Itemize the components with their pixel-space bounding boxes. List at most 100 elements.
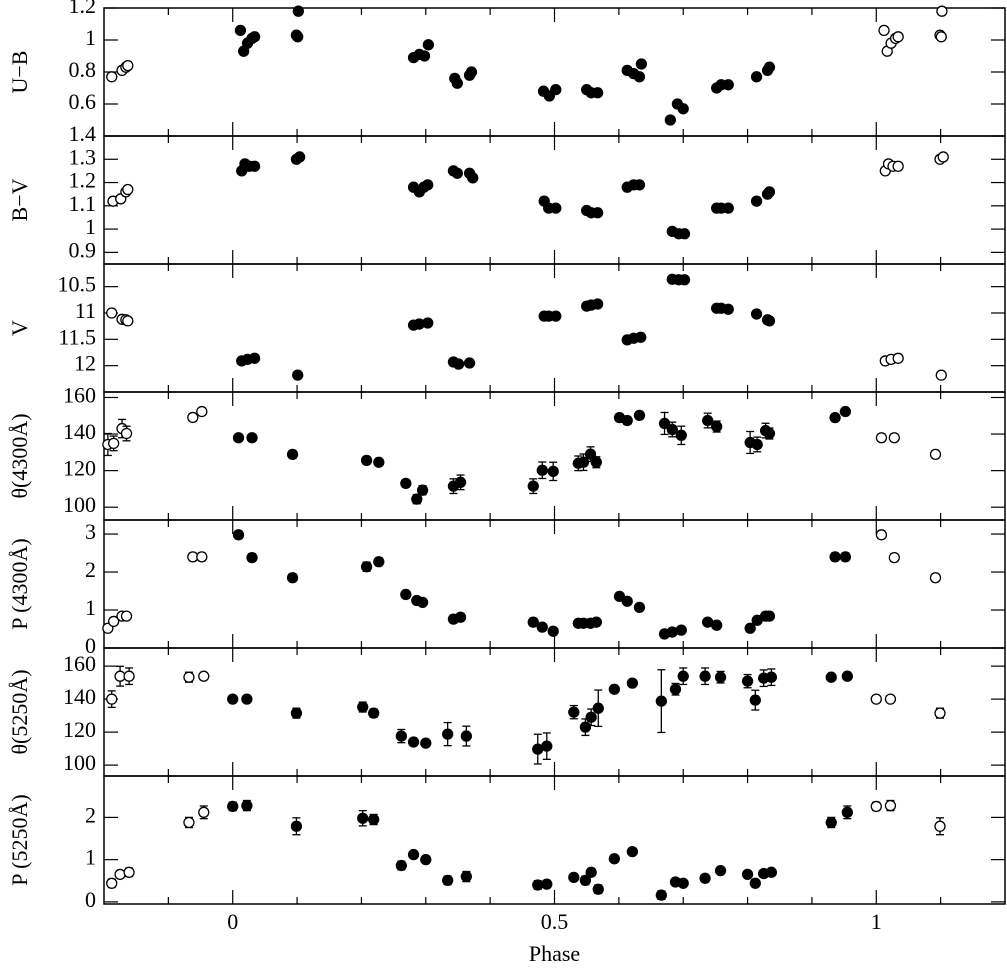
data-point: [541, 740, 553, 752]
y-axis-label: B−V: [7, 178, 32, 221]
data-point: [677, 877, 689, 889]
data-point: [187, 411, 199, 424]
panel-frame: [103, 775, 1006, 905]
data-point: [722, 79, 734, 91]
data-point: [227, 693, 239, 705]
data-point: [241, 693, 253, 705]
data-point: [442, 728, 454, 740]
data-point: [420, 737, 432, 749]
y-tick-label: 1: [85, 845, 96, 870]
y-tick-label: 1.4: [69, 121, 97, 146]
y-tick-label: 2: [85, 557, 96, 582]
data-point: [635, 331, 647, 343]
data-point: [590, 456, 602, 468]
y-tick-label: 0.9: [69, 237, 97, 262]
x-tick-label: 0: [227, 909, 238, 934]
data-point: [108, 437, 120, 450]
data-point: [120, 610, 133, 622]
data-point: [678, 228, 691, 240]
data-point: [536, 464, 548, 476]
data-point: [357, 812, 369, 824]
data-point: [368, 813, 380, 826]
data-point: [666, 626, 678, 638]
data-point: [675, 429, 687, 441]
data-point: [579, 874, 592, 886]
data-point: [585, 866, 597, 878]
y-tick-label: 1.2: [69, 0, 97, 18]
data-point: [929, 448, 942, 461]
data-point: [763, 610, 776, 622]
data-point: [114, 868, 126, 881]
data-point: [841, 806, 853, 818]
data-point: [829, 411, 841, 424]
data-point: [875, 529, 888, 541]
data-point: [675, 624, 687, 636]
data-point: [460, 730, 472, 742]
data-point: [416, 596, 429, 609]
data-point: [621, 595, 633, 607]
y-tick-label: 11: [75, 298, 96, 323]
y-tick-label: 12: [74, 351, 96, 376]
data-point: [741, 868, 754, 881]
data-point: [454, 611, 467, 623]
data-point: [884, 799, 897, 812]
data-point: [751, 438, 763, 451]
data-point: [666, 423, 678, 436]
data-point: [198, 670, 210, 682]
data-point: [741, 675, 754, 687]
y-tick-label: 160: [63, 383, 96, 408]
data-point: [400, 588, 412, 601]
data-point: [122, 59, 134, 72]
y-tick-label: 1.1: [69, 191, 97, 216]
data-point: [626, 845, 639, 858]
data-point: [892, 160, 904, 172]
data-point: [714, 671, 727, 683]
y-tick-label: 10.5: [58, 272, 97, 297]
y-axis-label: P (4300Å): [7, 538, 32, 629]
data-point: [875, 432, 888, 444]
data-point: [935, 31, 947, 43]
data-point: [633, 409, 646, 422]
data-point: [678, 274, 691, 286]
data-point: [839, 551, 852, 563]
data-point: [590, 616, 602, 628]
data-point: [248, 31, 261, 43]
data-point: [442, 874, 454, 886]
data-point: [422, 317, 434, 329]
data-point: [655, 695, 667, 707]
y-tick-label: 120: [63, 717, 96, 742]
y-tick-label: 0: [85, 633, 96, 658]
data-point: [407, 848, 420, 861]
data-point: [750, 71, 763, 83]
data-point: [677, 103, 689, 115]
data-point: [373, 556, 385, 568]
data-point: [454, 476, 467, 488]
data-point: [106, 307, 118, 319]
data-point: [290, 707, 303, 719]
data-point: [592, 883, 604, 895]
x-axis-label: Phase: [529, 941, 580, 966]
data-point: [123, 670, 135, 682]
panel-frame: [103, 647, 1006, 777]
data-point: [888, 551, 900, 564]
data-point: [585, 711, 597, 723]
data-point: [892, 352, 904, 364]
data-point: [550, 83, 562, 96]
data-point: [722, 202, 734, 214]
data-point: [234, 24, 247, 37]
data-point: [541, 878, 553, 890]
data-point: [292, 369, 304, 381]
data-point: [106, 693, 118, 705]
data-point: [936, 5, 948, 17]
panel-frame: [103, 391, 1006, 521]
y-axis-label: U−B: [7, 51, 32, 94]
data-point: [577, 456, 590, 468]
data-point: [286, 448, 299, 461]
data-point: [568, 871, 580, 884]
data-point: [888, 432, 900, 444]
data-point: [122, 315, 134, 327]
panel-frame: [103, 263, 1006, 393]
data-point: [246, 432, 258, 444]
data-point: [711, 420, 723, 433]
